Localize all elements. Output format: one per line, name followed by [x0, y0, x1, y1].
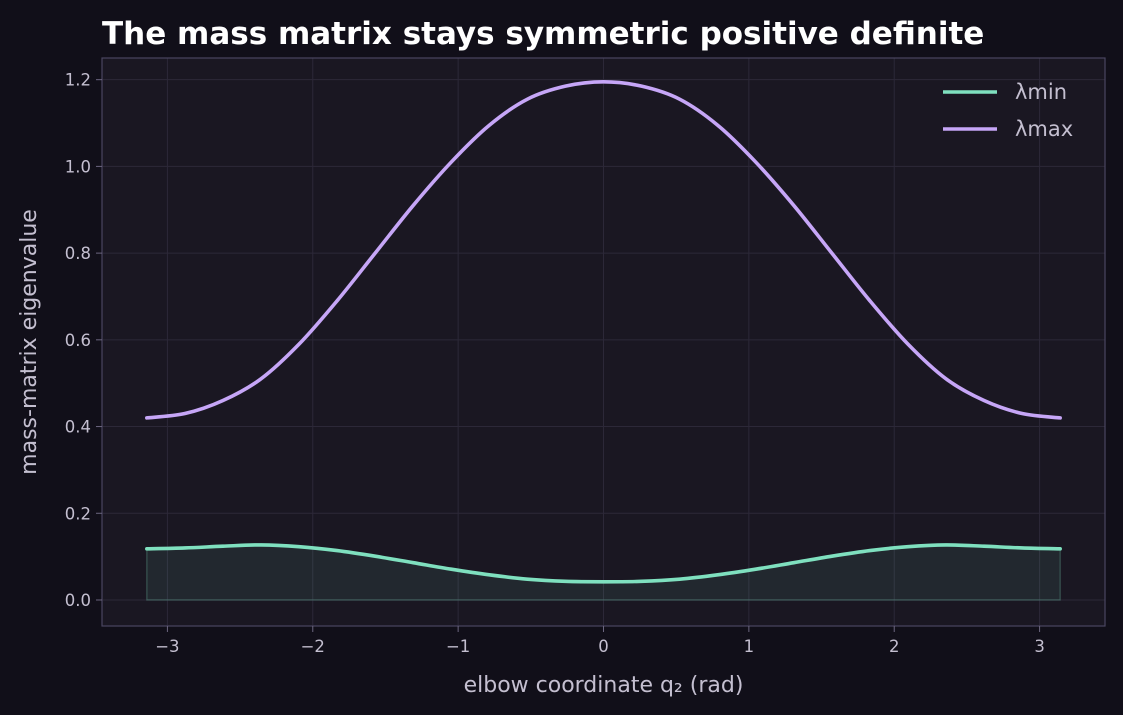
axis-ticks: −3 −2 −1 0 1 2 3 0.0 0.2 0.4 0.6 0.8 1.0 1.2: [65, 71, 1045, 656]
y-tick-label: 0.4: [65, 418, 91, 437]
chart-title: The mass matrix stays symmetric positive…: [102, 16, 984, 52]
x-tick-label: −2: [301, 637, 325, 656]
y-tick-label: 1.2: [65, 71, 91, 90]
y-tick-label: 0.0: [65, 591, 91, 610]
x-tick-label: 3: [1034, 637, 1045, 656]
y-tick-label: 0.6: [65, 331, 91, 350]
series-line-min: [145, 543, 1062, 584]
legend: λmin λmax: [943, 80, 1073, 141]
legend-label: λmax: [1015, 117, 1073, 141]
y-tick-label: 1.0: [65, 157, 91, 176]
x-tick-label: 0: [598, 637, 609, 656]
series-line-max: [145, 80, 1062, 420]
y-tick-label: 0.2: [65, 504, 91, 523]
x-tick-label: 1: [744, 637, 755, 656]
x-tick-label: −3: [155, 637, 179, 656]
series-layer: [145, 80, 1062, 601]
y-axis-label: mass-matrix eigenvalue: [17, 209, 42, 475]
x-tick-label: −1: [446, 637, 470, 656]
y-tick-label: 0.8: [65, 244, 91, 263]
legend-label: λmin: [1015, 80, 1067, 104]
x-axis-label: elbow coordinate q₂ (rad): [464, 673, 744, 698]
x-tick-label: 2: [889, 637, 900, 656]
